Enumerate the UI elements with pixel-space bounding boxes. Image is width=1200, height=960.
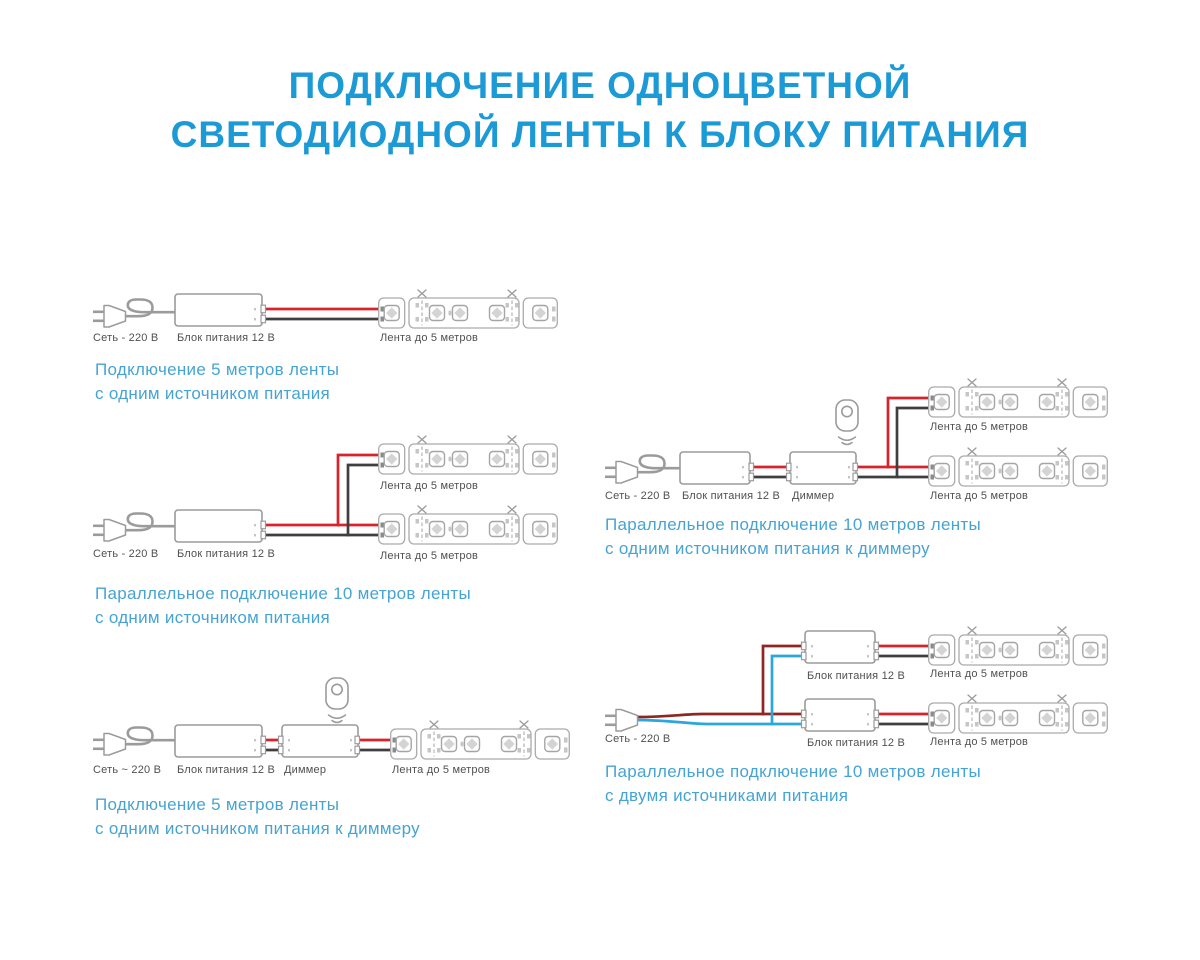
led-strip-bottom bbox=[929, 448, 1108, 486]
led-strip-top bbox=[929, 627, 1108, 665]
diagram-2-caption: Параллельное подключение 10 метров ленты… bbox=[95, 582, 471, 630]
mains-voltage-label: Сеть - 220 В bbox=[93, 332, 159, 344]
diagram-3-graphic bbox=[93, 677, 570, 759]
terminal-stubs bbox=[742, 462, 859, 482]
led-strip-top bbox=[929, 379, 1108, 417]
dimmer-box bbox=[281, 724, 359, 758]
plug-icon bbox=[93, 300, 179, 328]
strip-length-label: Лента до 5 метров bbox=[392, 764, 491, 776]
caption-line: с одним источником питания bbox=[95, 608, 331, 628]
power-supply-label: Блок питания 12 В bbox=[177, 764, 276, 776]
power-supply-box bbox=[174, 293, 263, 327]
power-supply-box bbox=[679, 451, 751, 485]
mains-wire-phase-branch bbox=[761, 644, 810, 716]
terminal-stubs bbox=[254, 520, 267, 540]
strip-length-label: Лента до 5 метров bbox=[930, 490, 1029, 502]
plug-icon bbox=[93, 728, 179, 756]
caption-line: с одним источником питания к диммеру bbox=[95, 819, 420, 839]
power-supply-label: Блок питания 12 В bbox=[807, 737, 906, 749]
power-supply-label: Блок питания 12 В bbox=[682, 490, 781, 502]
dimmer-box bbox=[789, 451, 857, 485]
power-supply-box-top bbox=[804, 630, 876, 664]
diagram-5-caption: Параллельное подключение 10 метров ленты… bbox=[605, 760, 981, 808]
caption-line: с одним источником питания bbox=[95, 384, 331, 404]
remote-control-icon bbox=[835, 399, 859, 446]
caption-line: Подключение 5 метров ленты bbox=[95, 360, 340, 379]
page-title: ПОДКЛЮЧЕНИЕ ОДНОЦВЕТНОЙ СВЕТОДИОДНОЙ ЛЕН… bbox=[0, 62, 1200, 160]
dimmer-label: Диммер bbox=[284, 764, 327, 776]
diagram-4-caption: Параллельное подключение 10 метров ленты… bbox=[605, 513, 981, 561]
power-supply-box-bottom bbox=[804, 698, 876, 732]
mains-wire-neutral-branch bbox=[770, 654, 810, 726]
led-strip bbox=[379, 290, 558, 328]
mains-voltage-label: Сеть - 220 В bbox=[605, 490, 671, 502]
power-supply-label: Блок питания 12 В bbox=[177, 548, 276, 560]
caption-line: с двумя источниками питания bbox=[605, 786, 849, 806]
terminal-stubs bbox=[800, 641, 880, 729]
diagram-2-graphic bbox=[93, 436, 557, 544]
mains-voltage-label: Сеть - 220 В bbox=[605, 733, 671, 745]
wire-black-branch bbox=[346, 463, 386, 537]
power-supply-label: Блок питания 12 В bbox=[177, 332, 276, 344]
strip-length-label: Лента до 5 метров bbox=[930, 421, 1029, 433]
caption-line: Параллельное подключение 10 метров ленты bbox=[605, 762, 982, 781]
page-title-line2: СВЕТОДИОДНОЙ ЛЕНТЫ К БЛОКУ ПИТАНИЯ bbox=[170, 113, 1030, 155]
plug-icon bbox=[604, 708, 639, 732]
strip-length-label: Лента до 5 метров bbox=[930, 668, 1029, 680]
wire-red-branch bbox=[886, 396, 936, 469]
power-supply-label: Блок питания 12 В bbox=[807, 670, 906, 682]
led-strip bbox=[391, 721, 570, 759]
caption-line: с одним источником питания к диммеру bbox=[605, 539, 930, 559]
diagram-1-caption: Подключение 5 метров ленты с одним источ… bbox=[95, 358, 339, 406]
wire-red-branch bbox=[336, 453, 386, 527]
dimmer-label: Диммер bbox=[792, 490, 835, 502]
terminal-stubs bbox=[254, 304, 267, 324]
mains-voltage-label: Сеть - 220 В bbox=[93, 548, 159, 560]
mains-wire-phase bbox=[635, 712, 810, 719]
wire-black-branch bbox=[895, 406, 936, 479]
strip-length-label: Лента до 5 метров bbox=[380, 550, 479, 562]
power-supply-box bbox=[174, 724, 263, 758]
led-strip-top bbox=[379, 436, 558, 474]
strip-length-label: Лента до 5 метров bbox=[930, 736, 1029, 748]
caption-line: Параллельное подключение 10 метров ленты bbox=[95, 584, 472, 603]
diagram-4-graphic bbox=[605, 379, 1107, 486]
diagram-1-graphic bbox=[93, 290, 557, 328]
mains-voltage-label: Сеть ~ 220 В bbox=[93, 764, 162, 776]
remote-control-icon bbox=[325, 677, 349, 724]
caption-line: Подключение 5 метров ленты bbox=[95, 795, 340, 814]
mains-wire-neutral bbox=[635, 718, 810, 726]
diagram-3-caption: Подключение 5 метров ленты с одним источ… bbox=[95, 793, 420, 841]
plug-icon bbox=[605, 456, 691, 484]
led-strip-bottom bbox=[379, 506, 558, 544]
power-supply-box bbox=[174, 509, 263, 543]
diagram-5-graphic bbox=[604, 627, 1108, 733]
terminal-stubs bbox=[254, 735, 361, 755]
page-title-line1: ПОДКЛЮЧЕНИЕ ОДНОЦВЕТНОЙ bbox=[288, 65, 912, 106]
led-strip-bottom bbox=[929, 695, 1108, 733]
plug-icon bbox=[93, 514, 179, 542]
caption-line: Параллельное подключение 10 метров ленты bbox=[605, 515, 982, 534]
strip-length-label: Лента до 5 метров bbox=[380, 480, 479, 492]
strip-length-label: Лента до 5 метров bbox=[380, 332, 479, 344]
